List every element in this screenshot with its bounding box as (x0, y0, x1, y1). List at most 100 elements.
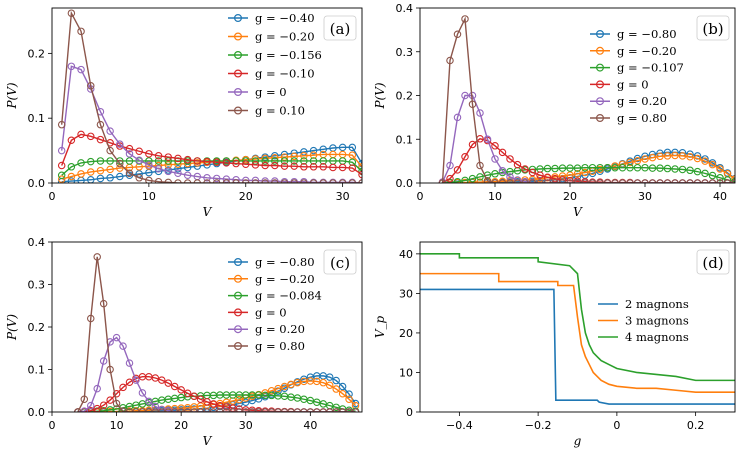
data-point (348, 151, 357, 159)
data-point (351, 399, 360, 408)
data-point (67, 163, 76, 171)
axes-frame (419, 241, 736, 413)
data-point (446, 174, 454, 183)
data-point (686, 153, 694, 161)
data-point (222, 179, 231, 183)
data-point (309, 179, 318, 183)
legend-item: g = 0 (590, 77, 649, 91)
data-point (438, 179, 447, 183)
data-point (319, 163, 327, 171)
legend-item: g = 0.80 (590, 111, 667, 125)
x-tick-label: 30 (239, 419, 253, 432)
data-point (558, 172, 567, 180)
legend-label: g = 0 (255, 85, 287, 99)
y-axis-label: P(V) (5, 82, 19, 109)
x-tick-label: 40 (303, 419, 317, 432)
data-point (626, 158, 634, 167)
legend-label: g = −0.084 (255, 289, 322, 303)
data-point (453, 113, 462, 122)
data-point (232, 159, 240, 168)
series-line-0 (61, 146, 362, 183)
legend-label: g = 0.10 (255, 104, 305, 118)
panel-label: (b) (696, 15, 730, 41)
y-tick-label: 20 (399, 327, 413, 340)
legend-label: g = 0.80 (255, 339, 305, 353)
data-point (566, 177, 574, 183)
panel-label-box (323, 15, 357, 41)
data-point (641, 163, 649, 172)
data-point (125, 144, 134, 153)
data-point (716, 179, 724, 183)
legend-swatch-marker (234, 69, 243, 78)
data-point (280, 179, 289, 183)
data-point (106, 127, 114, 135)
data-point (77, 27, 85, 36)
data-point (135, 174, 143, 182)
data-point (476, 173, 484, 181)
data-point (325, 381, 334, 389)
y-axis-label: V_p (373, 316, 387, 339)
data-point (693, 167, 702, 176)
data-point (290, 157, 298, 165)
data-point (145, 397, 153, 406)
data-point (551, 164, 559, 173)
data-point (67, 9, 76, 17)
legend-label: 3 magnons (625, 314, 689, 328)
data-point (325, 373, 334, 381)
data-point (151, 374, 160, 382)
data-point (271, 179, 279, 183)
y-tick-label: 0.4 (396, 2, 414, 15)
x-tick-label: 10 (110, 419, 124, 432)
data-point (588, 163, 597, 172)
data-point (261, 161, 269, 170)
data-point (57, 175, 66, 183)
data-point (543, 164, 552, 173)
data-point (267, 386, 276, 395)
data-point (468, 100, 477, 109)
data-point (67, 172, 76, 181)
legend-item: g = −0.80 (590, 27, 677, 41)
legend-item: g = −0.20 (228, 30, 315, 44)
series-group (74, 253, 360, 412)
data-point (300, 179, 308, 183)
data-point (588, 179, 597, 183)
data-point (581, 163, 589, 172)
data-point (164, 167, 173, 176)
data-point (125, 157, 134, 165)
data-point (656, 152, 664, 161)
series-line-0 (420, 288, 735, 405)
data-point (491, 170, 499, 178)
legend-item: g = −0.40 (228, 11, 315, 25)
legend-swatch-marker (595, 113, 604, 122)
data-point (280, 382, 289, 391)
data-point (521, 165, 529, 173)
data-point (174, 154, 182, 163)
data-point (93, 253, 101, 261)
legend-label: g = −0.80 (617, 27, 677, 41)
data-point (348, 164, 357, 172)
data-point (656, 164, 664, 172)
panel-label: (c) (323, 249, 357, 275)
x-tick-label: 0 (49, 419, 56, 432)
y-tick-label: 0.0 (396, 177, 414, 190)
legend: g = −0.40 g = −0.20 g = −0.156 g = −0.10 g =… (228, 11, 322, 118)
data-point (203, 398, 211, 406)
data-point (693, 154, 702, 163)
panel-label: (a) (323, 15, 357, 41)
data-point (483, 177, 492, 183)
data-point (491, 142, 499, 150)
data-point (693, 179, 702, 183)
data-point (132, 376, 140, 384)
data-point (716, 165, 724, 173)
data-point (573, 164, 582, 172)
panel-label-text: (a) (330, 20, 351, 38)
panel-label-text: (c) (330, 254, 350, 272)
data-point (633, 156, 642, 165)
series-line-1 (420, 272, 735, 394)
data-point (626, 179, 634, 183)
data-point (106, 396, 114, 404)
data-point (446, 161, 454, 170)
data-point (193, 179, 202, 183)
data-point (332, 385, 340, 393)
